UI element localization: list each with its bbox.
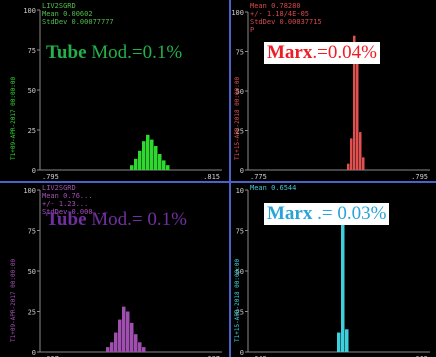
histogram-plot: 10 75 50 25 0 .645 .665 xyxy=(236,187,430,357)
y-tick-label: 25 xyxy=(236,309,244,317)
histogram-plot: 100 75 50 25 0 .667 .687 xyxy=(23,187,222,357)
histogram-bar xyxy=(106,347,110,352)
resolution-annotation: Marx .= 0.03% xyxy=(264,203,390,225)
histogram-bar xyxy=(142,141,146,170)
annotation-value: .=0.04% xyxy=(312,42,377,63)
stats-box: LIV2SGRD Mean 0.76... +/- 1.23... StdDev… xyxy=(42,184,106,216)
y-tick-label: 50 xyxy=(236,88,244,96)
y-tick-label: 75 xyxy=(236,49,244,57)
y-tick-label: 50 xyxy=(236,268,244,276)
x-tick-label-right: .665 xyxy=(411,355,428,357)
histogram-bar xyxy=(150,139,154,170)
panel-top-left: 100 75 50 25 0 .795 .815 LIV2SGRD Mean 0.00602 … xyxy=(0,0,230,182)
y-tick-label: 0 xyxy=(240,349,244,357)
stats-box: LIV2SGRD Mean 0.00602 StdDev 0.00077777 xyxy=(42,2,114,26)
histogram-plot: 100 75 50 25 0 .795 .815 xyxy=(23,7,222,181)
histogram-bar xyxy=(337,332,341,352)
y-tick-label: 75 xyxy=(28,228,36,236)
annotation-value: .= 0.03% xyxy=(312,203,387,224)
histogram-bar xyxy=(353,35,356,171)
x-tick-label-left: .795 xyxy=(42,173,59,181)
x-tick-label-left: .775 xyxy=(250,173,267,181)
x-tick-label-left: .667 xyxy=(42,355,59,357)
histogram-bar xyxy=(134,334,138,352)
y-tick-label: 25 xyxy=(28,309,36,317)
histogram-bar xyxy=(114,332,118,352)
histogram-bar xyxy=(162,160,166,170)
x-tick-label-right: .687 xyxy=(203,355,220,357)
histogram-bar xyxy=(158,154,162,170)
annotation-bold: Tube xyxy=(46,209,87,230)
annotation-value: Mod.= 0.1% xyxy=(86,209,187,230)
panel-top-right: 100 75 50 25 0 .775 .795 Mean 0.78280 +/- 1.18/… xyxy=(230,0,436,182)
histogram-bar xyxy=(138,150,142,170)
histogram-bar xyxy=(345,329,349,352)
y-tick-label: 0 xyxy=(240,167,244,175)
y-tick-label: 10 xyxy=(236,187,244,195)
time-label: T1+15-APR-2018 00:00:00 xyxy=(234,76,241,160)
histogram-bar xyxy=(118,319,122,352)
time-label: T1+09-APR-2017 00:00:00 xyxy=(10,76,17,160)
histogram-bar xyxy=(154,146,158,170)
resolution-annotation: Marx.=0.04% xyxy=(264,42,380,64)
x-tick-label-right: .815 xyxy=(203,173,220,181)
annotation-bold: Marx xyxy=(267,42,313,63)
y-tick-label: 25 xyxy=(236,128,244,136)
histogram-bar xyxy=(130,165,134,170)
annotation-bold: Tube xyxy=(46,42,87,63)
vertical-divider xyxy=(229,0,231,357)
y-tick-label: 100 xyxy=(23,7,36,15)
y-tick-label: 0 xyxy=(32,349,36,357)
time-label: T1+09-APR-2017 00:00:00 xyxy=(10,258,17,342)
horizontal-divider xyxy=(0,181,436,183)
y-tick-label: 0 xyxy=(32,167,36,175)
histogram-bar xyxy=(362,157,365,170)
y-tick-label: 100 xyxy=(23,187,36,195)
histogram-bar xyxy=(146,134,150,170)
x-tick-label-left: .645 xyxy=(250,355,267,357)
histogram-bar xyxy=(130,322,134,352)
stats-box: Mean 0.78280 +/- 1.18/4E-05 StdDev 0.000… xyxy=(250,2,322,34)
y-tick-label: 50 xyxy=(28,87,36,95)
x-tick-label-right: .795 xyxy=(411,173,428,181)
y-tick-label: 100 xyxy=(231,9,244,17)
histogram-plot: 100 75 50 25 0 .775 .795 xyxy=(231,9,430,181)
histogram-bar xyxy=(126,311,130,352)
histogram-bar xyxy=(110,342,114,352)
panel-bottom-right: 10 75 50 25 0 .645 .665 Mean 0.6544 T1+15-APR-20… xyxy=(230,182,436,357)
histogram-bar xyxy=(138,342,142,352)
histogram-bar xyxy=(166,165,170,170)
annotation-value: Mod.=0.1% xyxy=(86,42,183,63)
time-label: T1+15-APR-2018 00:00:00 xyxy=(234,258,241,342)
histogram-bar xyxy=(122,306,126,352)
histogram-bar xyxy=(142,347,146,352)
histogram-bar xyxy=(359,132,362,170)
stats-box: Mean 0.6544 xyxy=(250,184,297,192)
histogram-bar xyxy=(350,138,353,170)
panel-bottom-left: 100 75 50 25 0 .667 .687 LIV2SGRD Mean 0.76... … xyxy=(0,182,230,357)
resolution-annotation: Tube Mod.=0.1% xyxy=(46,42,182,64)
histogram-bar xyxy=(356,56,359,170)
y-tick-label: 75 xyxy=(28,47,36,55)
histogram-bar xyxy=(347,163,350,170)
y-tick-label: 75 xyxy=(236,228,244,236)
y-tick-label: 25 xyxy=(28,127,36,135)
annotation-bold: Marx xyxy=(267,203,313,224)
resolution-annotation: Tube Mod.= 0.1% xyxy=(46,209,187,231)
histogram-bar xyxy=(134,158,138,170)
histogram-bar xyxy=(341,206,345,352)
y-tick-label: 50 xyxy=(28,268,36,276)
